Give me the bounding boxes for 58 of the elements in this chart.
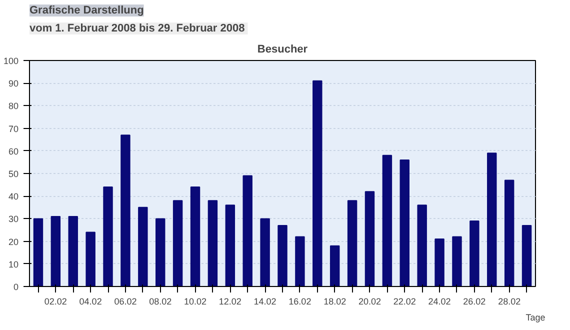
bar (86, 232, 96, 286)
y-tick-label: 50 (8, 169, 19, 179)
y-tick-label: 0 (13, 282, 19, 292)
bar (364, 191, 375, 286)
y-tick-label: 60 (8, 146, 19, 156)
x-tick-label: 06.02 (114, 296, 137, 306)
bar (242, 175, 252, 286)
y-tick-label: 40 (8, 192, 19, 202)
bar (382, 154, 392, 286)
bar (172, 200, 183, 286)
bar (487, 152, 497, 286)
x-tick-label: 02.02 (44, 296, 67, 306)
bar (312, 80, 322, 286)
x-tick-label: 08.02 (149, 296, 172, 306)
y-tick-label: 10 (8, 259, 19, 270)
y-tick-label: 70 (8, 124, 19, 134)
x-tick-label: 14.02 (254, 296, 276, 306)
bar (434, 238, 444, 286)
bar (208, 200, 218, 286)
bar (452, 236, 462, 286)
bar (504, 180, 514, 286)
bar (225, 204, 236, 286)
y-tick-label: 90 (8, 78, 19, 89)
bar (400, 159, 410, 286)
chart-title: Besucher (257, 44, 308, 56)
text: Grafische Darstellung (30, 4, 144, 16)
x-tick-label: 12.02 (218, 296, 242, 306)
bar (417, 204, 427, 286)
x-tick-label: 16.02 (288, 296, 312, 306)
x-axis-title: Tage (526, 312, 546, 322)
y-tick-label: 30 (8, 214, 19, 224)
x-tick-label: 20.02 (358, 296, 382, 306)
x-tick-label: 28.02 (498, 296, 521, 306)
bar (68, 216, 78, 286)
bar (278, 224, 288, 286)
x-tick-label: 24.02 (428, 296, 451, 306)
y-tick-label: 100 (3, 56, 19, 66)
bar (190, 186, 200, 286)
bar (330, 245, 340, 286)
bar (295, 236, 305, 286)
bar (260, 218, 270, 286)
bar (120, 134, 130, 286)
x-tick-label: 26.02 (463, 296, 486, 306)
bar (33, 218, 44, 286)
bar (156, 218, 166, 286)
x-tick-label: 18.02 (324, 296, 346, 306)
y-tick-label: 20 (8, 236, 19, 247)
bar (138, 206, 148, 286)
bar (103, 186, 113, 286)
text: vom 1. Februar 2008 bis 29. Februar 2008 (30, 22, 245, 34)
x-tick-label: 22.02 (393, 296, 416, 306)
x-tick-label: 04.02 (79, 296, 102, 306)
bar (50, 216, 61, 286)
bar (522, 224, 532, 286)
y-tick-label: 80 (8, 101, 19, 112)
bar (470, 220, 480, 286)
x-tick-label: 10.02 (184, 296, 207, 306)
bar (347, 200, 358, 286)
